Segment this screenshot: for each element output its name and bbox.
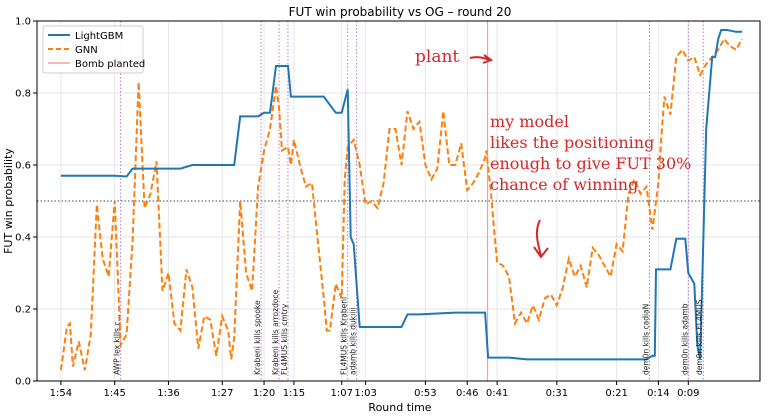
- x-tick-label: 0:31: [546, 388, 568, 399]
- y-tick-label: 1.0: [15, 17, 31, 28]
- event-label: Krabeni kills spooke: [253, 300, 262, 375]
- series-line-gnn: [59, 37, 743, 371]
- x-tick-label: 1:20: [253, 388, 275, 399]
- model-note-line: likes the positioning: [490, 133, 654, 152]
- model-arrow-icon: [533, 219, 549, 259]
- y-axis-ticks: 0.0 0.2 0.4 0.6 0.8 1.0: [15, 17, 37, 388]
- model-note-line: my model: [490, 112, 569, 131]
- x-tick-label: 0:21: [605, 388, 627, 399]
- x-tick-label: 0:41: [486, 388, 508, 399]
- x-tick-label: 0:09: [677, 388, 699, 399]
- x-tick-label: 1:15: [283, 388, 305, 399]
- series-line-lightgbm: [60, 29, 743, 361]
- x-tick-label: 1:07: [331, 388, 353, 399]
- event-label: dem0n kills adamb: [680, 303, 689, 375]
- plot-frame: [36, 20, 761, 382]
- chart-title: FUT win probability vs OG – round 20: [289, 5, 512, 19]
- event-label: FL4MUS kills Krabeni: [340, 297, 349, 375]
- x-tick-label: 0:46: [456, 388, 478, 399]
- x-tick-label: 1:27: [211, 388, 233, 399]
- handwritten-annotations: plant my model likes the positioning enoug…: [415, 47, 691, 259]
- x-tick-label: 1:54: [50, 388, 72, 399]
- event-label: FL4MUS kills cmtry: [280, 303, 289, 375]
- model-note: my model likes the positioning enough to g…: [490, 112, 691, 194]
- x-tick-label: 1:03: [354, 388, 376, 399]
- y-axis-label: FUT win probability: [2, 148, 15, 254]
- legend-label-gnn: GNN: [75, 45, 98, 56]
- plant-arrow-icon: [469, 54, 494, 64]
- y-tick-label: 0.2: [15, 305, 31, 316]
- x-axis-ticks: 1:54 1:45 1:36 1:27 1:20 1:15 1:07 1:03 0:53 0:46…: [50, 381, 700, 399]
- y-tick-label: 0.8: [15, 89, 31, 100]
- x-tick-label: 0:53: [414, 388, 436, 399]
- y-tick-label: 0.4: [15, 233, 31, 244]
- x-tick-label: 0:14: [647, 388, 669, 399]
- legend: LightGBM GNN Bomb planted: [42, 25, 145, 74]
- x-axis-label: Round time: [368, 401, 431, 414]
- model-note-line: enough to give FUT 30%: [490, 154, 691, 173]
- legend-label-lightgbm: LightGBM: [75, 31, 123, 42]
- x-tick-label: 1:36: [157, 388, 179, 399]
- legend-box: [42, 25, 144, 74]
- event-label: dem0n kills cadiaN: [641, 304, 650, 375]
- event-label: adamb kills dukiiii: [349, 308, 358, 375]
- event-label: Krabeni kills arrozdoce: [271, 289, 280, 375]
- event-label: dem0n kills FL4MUS: [695, 299, 704, 375]
- model-note-line: chance of winning: [490, 175, 638, 194]
- y-tick-label: 0.0: [15, 377, 31, 388]
- event-label: AWP lex kills c...: [113, 314, 122, 375]
- event-labels: AWP lex kills c... Krabeni kills spooke Kr…: [113, 289, 705, 375]
- x-tick-label: 1:45: [103, 388, 125, 399]
- plant-note: plant: [415, 47, 459, 67]
- legend-label-bomb: Bomb planted: [75, 59, 145, 70]
- y-tick-label: 0.6: [15, 161, 31, 172]
